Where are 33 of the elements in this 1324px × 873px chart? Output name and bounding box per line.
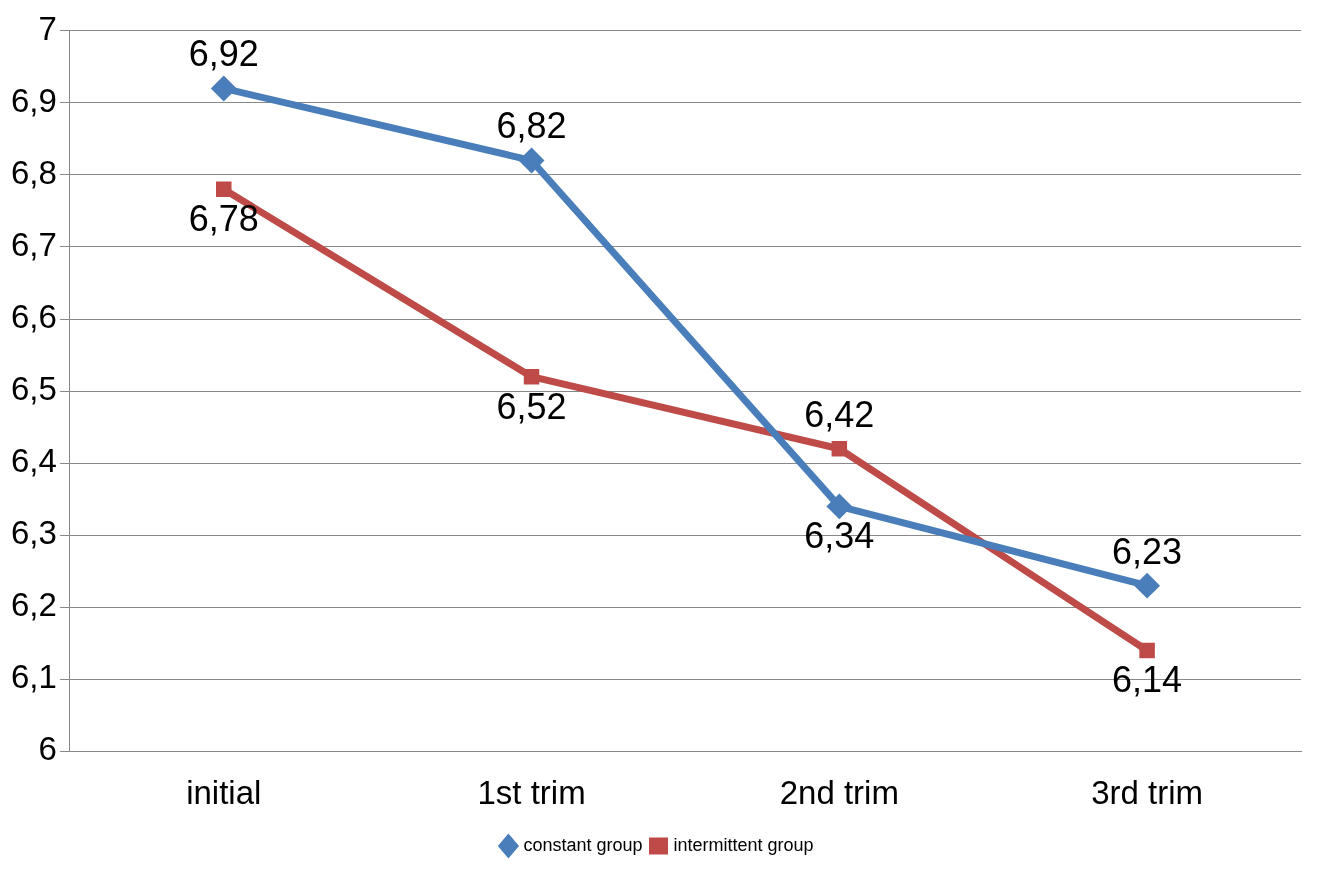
data-label: 6,82 xyxy=(496,105,567,147)
data-label: 6,92 xyxy=(188,33,259,75)
legend-label: constant group xyxy=(523,834,643,855)
y-tick-label: 6,8 xyxy=(11,154,57,192)
data-label: 6,52 xyxy=(496,385,567,427)
data-label: 6,34 xyxy=(804,515,875,557)
point xyxy=(523,368,540,385)
y-tick-label: 6,1 xyxy=(11,658,57,696)
point xyxy=(831,441,848,457)
y-tick-label: 6,3 xyxy=(11,514,57,552)
legend-label: intermittent group xyxy=(673,834,814,855)
y-tick-label: 6,7 xyxy=(11,226,57,264)
y-tick-label: 6 xyxy=(38,730,57,768)
y-tick-label: 6,4 xyxy=(11,442,57,480)
point xyxy=(827,494,851,518)
x-tick-label: 3rd trim xyxy=(1091,774,1204,812)
data-label: 6,23 xyxy=(1112,530,1183,572)
x-tick-label: initial xyxy=(186,774,262,812)
x-tick-label: 1st trim xyxy=(477,774,586,812)
y-tick-label: 6,9 xyxy=(11,81,57,119)
y-tick-label: 7 xyxy=(38,9,57,47)
point xyxy=(212,76,236,100)
y-tick-label: 6,6 xyxy=(11,298,57,336)
point xyxy=(1139,642,1155,659)
x-tick-label: 2nd trim xyxy=(779,774,899,812)
data-label: 6,78 xyxy=(188,198,259,240)
y-tick-label: 6,5 xyxy=(11,370,57,408)
point xyxy=(216,181,232,198)
data-label: 6,42 xyxy=(804,393,875,435)
data-label: 6,14 xyxy=(1112,659,1183,701)
point xyxy=(520,149,544,173)
y-tick-label: 6,2 xyxy=(11,586,57,624)
point xyxy=(1135,574,1159,598)
